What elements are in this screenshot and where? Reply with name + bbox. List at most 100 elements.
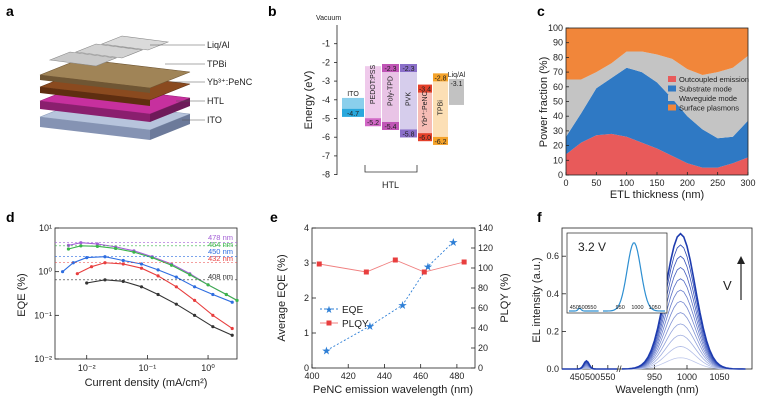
e-xtick-label: 400 — [304, 371, 319, 381]
f-ylabel: EL intensity (a.u.) — [531, 257, 543, 342]
b-material-name: Yb³⁺:PeNC — [421, 91, 429, 126]
d-series-point — [174, 285, 178, 289]
b-ytick-label: -1 — [322, 39, 330, 49]
c-ytick-label: 50 — [553, 97, 563, 107]
d-series-line — [62, 256, 233, 303]
c-ytick-label: 20 — [553, 141, 563, 151]
inset-voltage-label: 3.2 V — [578, 240, 606, 254]
d-series-point — [174, 302, 178, 306]
d-series-label: 432 nm — [208, 254, 233, 263]
f-xtick-label: 550 — [600, 372, 615, 382]
f-ytick-label: 0.0 — [546, 364, 559, 374]
c-ytick-label: 70 — [553, 67, 563, 77]
e-xtick-label: 460 — [413, 371, 428, 381]
c-legend-label: Substrate mode — [679, 85, 732, 94]
b-level-value: -5.8 — [402, 131, 414, 138]
b-ytick-label: -8 — [322, 170, 330, 180]
d-series-line — [86, 279, 233, 336]
b-level-value: -2.3 — [384, 66, 396, 73]
e-ylabel: Average EQE (%) — [276, 254, 288, 341]
f-spectrum-curve — [562, 232, 746, 370]
layer-ito-side — [40, 117, 150, 140]
d-series-point — [95, 244, 100, 248]
e-legend-eqe: EQE — [342, 305, 363, 316]
c-area-outcoupled-emission — [566, 133, 748, 175]
electrode-bar-2 — [74, 43, 144, 59]
e-plqy-point — [392, 257, 398, 263]
e-legend-plqy-marker — [326, 320, 332, 326]
d-series-point — [79, 244, 83, 248]
layer-label-tpbi: TPBi — [207, 59, 227, 69]
d-series-point — [211, 325, 215, 329]
c-ytick-label: 60 — [553, 82, 563, 92]
b-level-value: -6.0 — [419, 135, 431, 142]
b-band-liqal — [449, 78, 464, 105]
c-legend-swatch — [668, 76, 676, 82]
c-xtick-label: 100 — [619, 178, 634, 188]
c-legend-swatch — [668, 104, 676, 111]
d-series-point — [121, 279, 125, 283]
f-inset-curve — [569, 242, 666, 312]
panel-e: e 400 420 440 460 48001234020406080100120140… — [270, 209, 511, 396]
b-material-name: TPBi — [438, 100, 445, 116]
b-ytick-label: -3 — [322, 76, 330, 86]
d-series-point — [156, 274, 160, 278]
f-ytick-label: 0.4 — [546, 289, 559, 299]
b-material-name: ITO — [347, 91, 359, 98]
f-xtick-label: 1050 — [709, 372, 729, 382]
layer-penc-side — [40, 87, 150, 106]
c-xlabel: ETL thickness (nm) — [610, 189, 704, 201]
layer-label-penc: Yb³⁺:PeNC — [207, 77, 253, 87]
d-series-point — [235, 298, 239, 302]
f-plot-frame — [561, 227, 753, 370]
e-ytick-label: 4 — [304, 223, 309, 233]
d-series-point — [139, 266, 144, 270]
d-series-point — [89, 265, 94, 269]
panel-c: c 0 50 100 150 200 250 300 0 10 20 30 40 50 60 70 80 90 1… — [537, 3, 756, 201]
b-band-ito — [342, 108, 364, 117]
d-xlabel: Current density (mA/cm²) — [85, 377, 208, 389]
e-ytick-label: 1 — [304, 328, 309, 338]
d-ytick-label: 10¹ — [39, 223, 52, 233]
b-level-value: -5.2 — [367, 120, 379, 127]
d-xtick-label: 10⁰ — [201, 363, 215, 373]
panel-b: b Vacuum -1 -2 -3 -4 -5 -6 -7 -8 Energy (eV) IT… — [268, 3, 466, 190]
f-ytick-label: 0.6 — [546, 251, 559, 261]
e-y2tick-label: 0 — [478, 363, 483, 373]
panel-a: a Liq/Al TPBi Yb³⁺:PeNC HTL ITO — [6, 3, 253, 140]
panel-f-label: f — [537, 209, 542, 225]
e-y2tick-label: 20 — [478, 343, 488, 353]
panel-d-label: d — [6, 209, 15, 225]
c-legend-label: Surface plasmons — [679, 104, 739, 113]
e-eqe-star: ★ — [322, 346, 332, 358]
e-eqe-star: ★ — [448, 237, 458, 249]
f-inset-frame — [566, 232, 668, 314]
d-series-point — [66, 247, 71, 251]
d-ytick-label: 10⁻¹ — [34, 310, 52, 320]
d-xtick-label: 10⁻¹ — [139, 363, 157, 373]
layer-label-ito: ITO — [207, 115, 222, 125]
e-plqy-point — [421, 269, 427, 275]
f-ytick-label: 0.2 — [546, 326, 559, 336]
d-series-point — [169, 263, 174, 267]
d-ytick-label: 10⁻² — [34, 354, 52, 364]
e-plqy-point — [461, 259, 467, 265]
e-ytick-label: 2 — [304, 293, 309, 303]
d-series-point — [103, 278, 107, 282]
b-band-body — [400, 68, 417, 134]
d-series-point — [174, 275, 178, 279]
c-legend-swatch — [668, 95, 676, 101]
d-series-point — [60, 270, 65, 274]
e-legend-plqy: PLQY — [342, 319, 369, 330]
d-ytick-label: 10⁰ — [38, 267, 52, 277]
e-y2tick-label: 40 — [478, 323, 488, 333]
f-inset-tick-label: 1050 — [649, 305, 661, 311]
d-series-point — [211, 313, 215, 317]
d-series-point — [132, 250, 136, 254]
b-ytick-label: -6 — [322, 132, 330, 142]
d-series-line — [77, 262, 233, 329]
e-y2tick-label: 60 — [478, 303, 488, 313]
b-level-value: -6.2 — [434, 139, 446, 146]
